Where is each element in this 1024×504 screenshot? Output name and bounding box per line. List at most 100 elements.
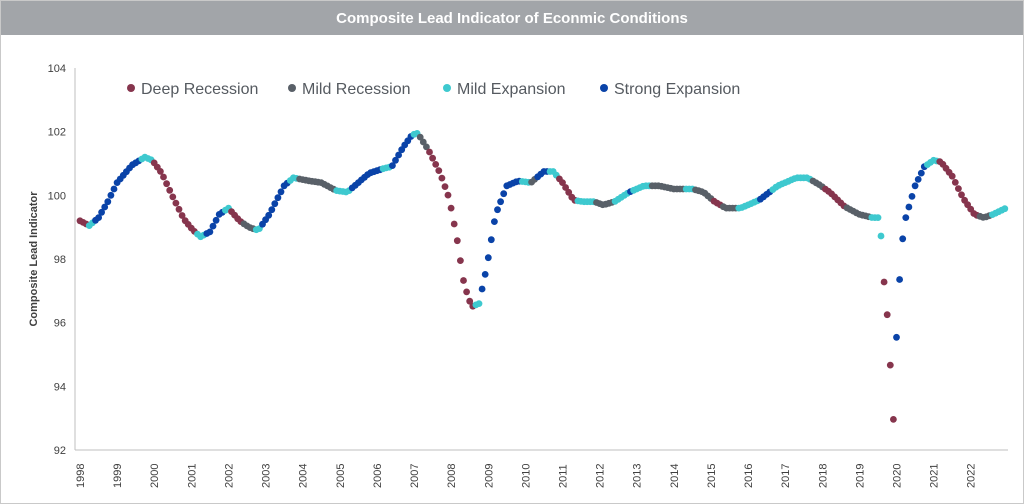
data-point	[172, 199, 180, 207]
data-point	[475, 300, 483, 307]
x-tick-label: 2001	[186, 464, 198, 488]
data-point	[268, 206, 276, 214]
data-point	[917, 169, 925, 177]
legend-marker	[288, 84, 296, 92]
data-point	[883, 311, 891, 319]
data-point	[500, 190, 508, 198]
data-point	[444, 191, 452, 199]
legend-marker	[127, 84, 135, 92]
x-tick-label: 2013	[632, 464, 644, 488]
y-tick-label: 104	[48, 63, 66, 75]
x-tick-label: 2002	[223, 464, 235, 488]
data-point	[880, 278, 888, 286]
y-tick-label: 100	[48, 190, 66, 202]
legend: Deep Recession Mild Recession Mild Expansi…	[127, 81, 740, 98]
data-point	[896, 276, 903, 283]
x-tick-label: 2017	[780, 464, 792, 488]
data-point	[432, 161, 440, 168]
data-point	[457, 257, 464, 264]
data-point	[178, 212, 186, 219]
data-point	[441, 183, 449, 191]
x-tick-label: 2003	[261, 464, 273, 488]
chart-title: Composite Lead Indicator of Econmic Cond…	[1, 1, 1023, 35]
data-point	[460, 277, 467, 284]
data-point	[478, 285, 486, 293]
data-point	[565, 188, 573, 196]
x-tick-label: 2022	[966, 464, 978, 488]
data-point	[484, 254, 492, 262]
data-point	[491, 218, 498, 226]
y-tick-labels: 92 94 96 98 100 102 104	[48, 63, 66, 457]
data-point	[209, 222, 217, 230]
data-point	[886, 361, 894, 369]
data-point	[98, 208, 105, 216]
data-point	[429, 154, 436, 162]
legend-label: Mild Expansion	[457, 81, 566, 98]
data-point	[874, 214, 882, 222]
data-point	[911, 182, 919, 190]
data-point	[265, 211, 273, 219]
y-tick-label: 92	[54, 445, 66, 457]
y-tick-label: 96	[54, 318, 66, 330]
data-point	[466, 297, 474, 305]
y-tick-label: 94	[54, 381, 66, 393]
data-point	[101, 203, 109, 211]
x-tick-label: 2014	[669, 464, 681, 488]
data-point	[104, 198, 112, 206]
y-axis-label: Composite Lead Indicator	[28, 191, 40, 327]
data-point	[416, 133, 424, 141]
legend-marker	[600, 84, 608, 92]
data-point	[419, 138, 427, 146]
legend-label: Strong Expansion	[614, 81, 740, 98]
data-point	[166, 186, 174, 194]
legend-label: Mild Recession	[302, 81, 410, 98]
x-tick-label: 2020	[892, 464, 904, 488]
y-tick-label: 98	[54, 254, 66, 266]
data-point	[95, 214, 102, 222]
x-tick-labels: 1998 1999 2000 2001 2002 2003 2004 2005 2006 2007…	[75, 464, 978, 488]
data-point	[423, 143, 430, 151]
x-tick-label: 2007	[409, 464, 421, 488]
data-point	[447, 204, 455, 212]
x-tick-label: 1998	[75, 464, 87, 488]
data-point	[274, 194, 282, 202]
data-point	[908, 193, 916, 200]
data-point	[494, 206, 501, 214]
data-point	[951, 179, 959, 186]
x-tick-label: 2016	[743, 464, 755, 488]
x-tick-label: 2008	[446, 464, 458, 488]
x-tick-label: 2009	[483, 464, 495, 488]
data-point	[487, 236, 495, 244]
x-tick-label: 2019	[854, 464, 866, 488]
data-point	[450, 220, 458, 228]
data-point	[958, 191, 965, 199]
data-point	[160, 173, 167, 181]
x-tick-label: 1999	[112, 464, 124, 488]
x-tick-label: 2015	[706, 464, 718, 488]
data-point	[948, 172, 956, 180]
data-point	[426, 148, 433, 156]
x-tick-label: 2004	[298, 464, 310, 488]
data-point	[890, 416, 897, 423]
y-tick-label: 102	[48, 127, 66, 139]
data-point	[562, 184, 569, 191]
data-point	[212, 216, 220, 224]
data-point	[107, 191, 115, 199]
data-point	[497, 198, 504, 206]
data-point	[559, 179, 566, 187]
x-tick-label: 2012	[595, 464, 607, 488]
data-point	[392, 156, 399, 164]
data-point	[877, 232, 885, 240]
x-tick-label: 2005	[335, 464, 347, 488]
data-point	[395, 151, 402, 159]
data-point	[902, 214, 910, 222]
legend-label: Deep Recession	[141, 81, 258, 98]
data-point	[435, 167, 443, 175]
data-point	[955, 185, 962, 193]
data-point	[914, 176, 922, 183]
data-point	[163, 180, 171, 188]
x-tick-label: 2000	[149, 464, 161, 488]
data-point	[175, 205, 183, 213]
